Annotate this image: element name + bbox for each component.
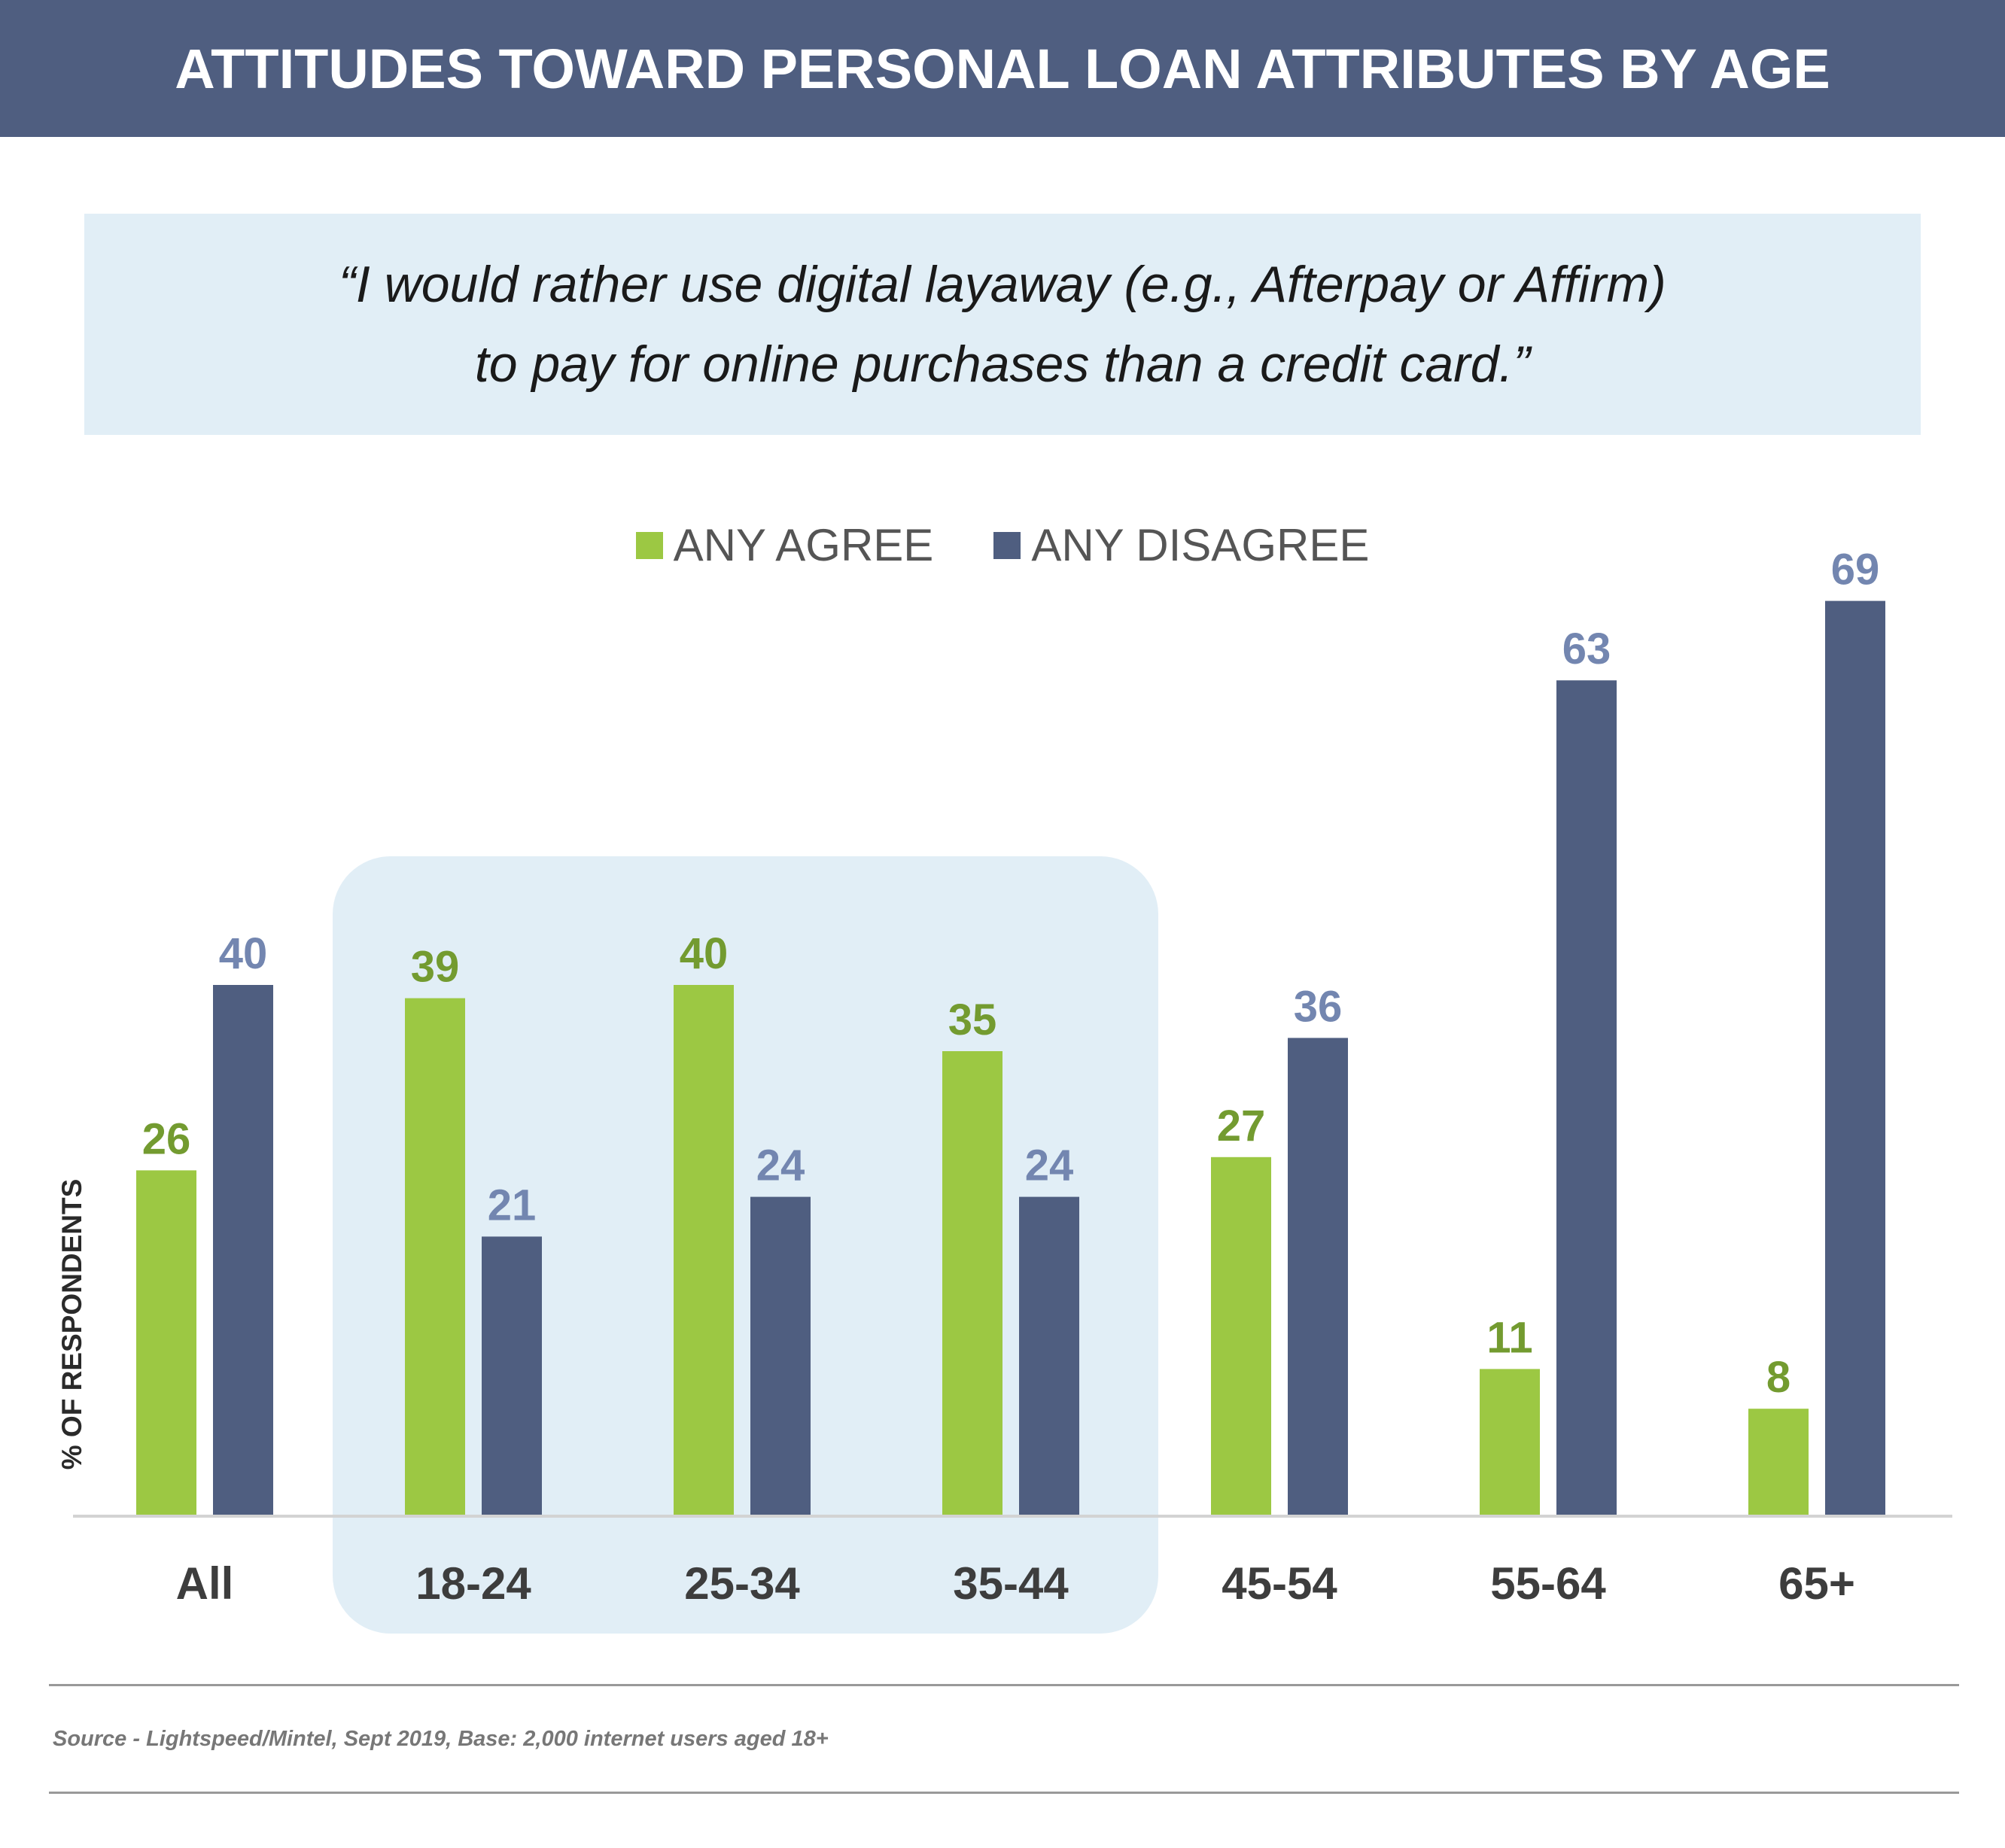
x-tick-label: 55-64: [1490, 1558, 1606, 1609]
bar-agree: [1748, 1409, 1809, 1515]
legend-swatch-disagree: [993, 531, 1021, 559]
legend: ANY AGREE ANY DISAGREE: [0, 519, 2005, 571]
legend-label-agree: ANY AGREE: [673, 520, 934, 570]
data-label: 8: [1766, 1353, 1791, 1402]
legend-item-agree: ANY AGREE: [635, 519, 934, 571]
data-label: 40: [680, 929, 729, 978]
bar-disagree: [1019, 1196, 1079, 1515]
data-label: 24: [1025, 1141, 1074, 1190]
bar-disagree: [482, 1236, 542, 1515]
data-label: 35: [948, 995, 997, 1044]
quote-box: “I would rather use digital layaway (e.g…: [84, 214, 1921, 435]
quote-line-2: to pay for online purchases than a credi…: [474, 336, 1531, 393]
legend-label-disagree: ANY DISAGREE: [1031, 520, 1370, 570]
footer-divider-bottom: [49, 1792, 1959, 1794]
bar-agree: [405, 998, 465, 1515]
data-label: 40: [219, 929, 268, 978]
quote-line-1: “I would rather use digital layaway (e.g…: [339, 256, 1666, 313]
header: ATTITUDES TOWARD PERSONAL LOAN ATTRIBUTE…: [0, 0, 2005, 137]
bar-agree: [942, 1051, 1002, 1515]
x-tick-label: 65+: [1778, 1558, 1855, 1609]
y-axis-label: % OF RESPONDENTS: [56, 1179, 87, 1470]
data-label: 26: [142, 1114, 191, 1163]
data-label: 21: [488, 1181, 537, 1229]
bar-agree: [136, 1170, 196, 1515]
bar-disagree: [213, 985, 273, 1515]
data-label: 27: [1217, 1102, 1266, 1150]
x-tick-label: 35-44: [953, 1558, 1069, 1609]
x-tick-label: 45-54: [1222, 1558, 1337, 1609]
bar-agree: [674, 985, 734, 1515]
bar-disagree: [1825, 600, 1885, 1515]
data-label: 69: [1831, 546, 1880, 594]
bar-disagree: [1288, 1038, 1348, 1515]
legend-item-disagree: ANY DISAGREE: [993, 519, 1369, 571]
x-tick-label: All: [176, 1558, 234, 1609]
x-tick-label: 25-34: [684, 1558, 800, 1609]
bar-disagree: [1556, 680, 1617, 1515]
page-title: ATTITUDES TOWARD PERSONAL LOAN ATTRIBUTE…: [175, 37, 1830, 100]
data-label: 36: [1294, 982, 1343, 1031]
data-label: 39: [411, 943, 460, 992]
legend-swatch-agree: [635, 531, 663, 559]
bar-disagree: [750, 1196, 811, 1515]
data-label: 24: [756, 1141, 805, 1190]
footer-divider-top: [49, 1684, 1959, 1686]
data-label: 11: [1486, 1313, 1532, 1362]
source-note: Source - Lightspeed/Mintel, Sept 2019, B…: [53, 1727, 829, 1751]
bar-agree: [1480, 1369, 1540, 1515]
data-label: 63: [1562, 625, 1611, 673]
x-tick-label: 18-24: [415, 1558, 531, 1609]
bar-agree: [1211, 1157, 1271, 1515]
